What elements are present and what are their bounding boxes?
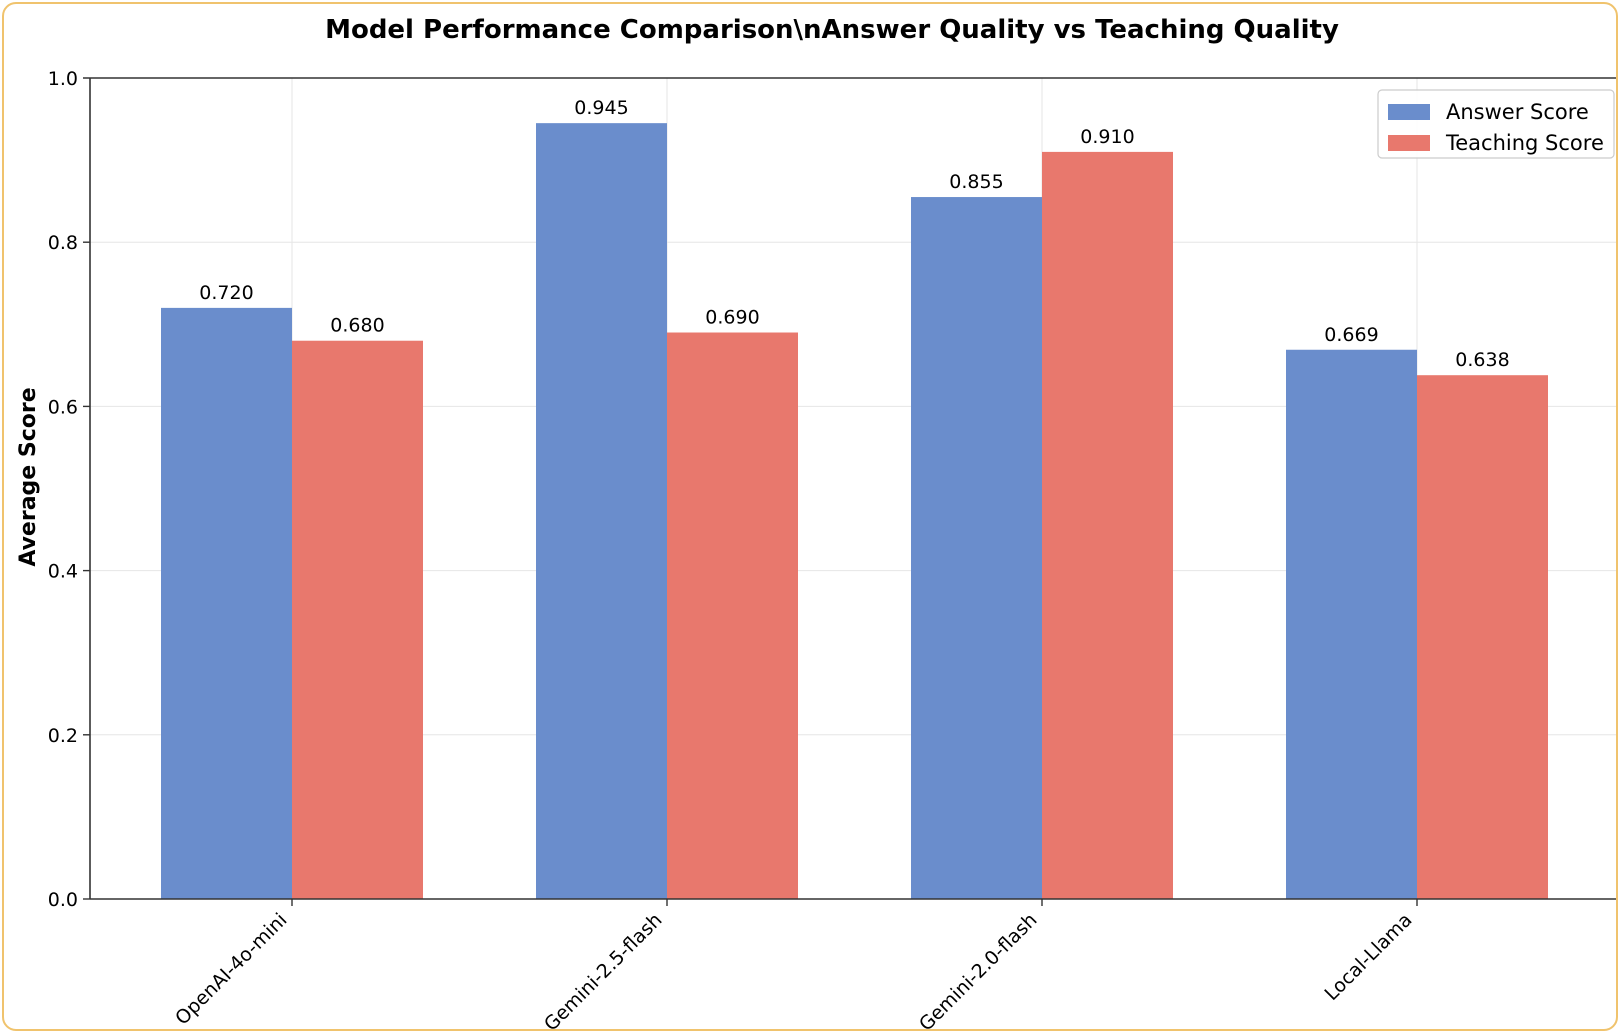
y-tick-label: 0.8 [48, 232, 78, 254]
bar-value-label: 0.690 [705, 307, 759, 329]
y-tick-label: 0.6 [48, 396, 78, 418]
legend: Answer Score Teaching Score [1377, 89, 1615, 159]
y-tick-label: 0.2 [48, 725, 78, 747]
bar-teaching-score [1417, 375, 1548, 899]
y-tick-label: 0.0 [48, 889, 78, 911]
bar-teaching-score [292, 340, 423, 900]
x-tick-label: OpenAI-4o-mini [171, 909, 291, 1029]
bar-value-label: 0.638 [1455, 349, 1509, 371]
bars [161, 123, 1548, 900]
x-tick-label: Gemini-2.5-flash [540, 909, 667, 1029]
legend-box [1377, 89, 1615, 159]
x-tick-label: Gemini-2.0-flash [915, 909, 1042, 1029]
x-tick-label: Local-Llama [1321, 909, 1417, 1005]
chart-title: Model Performance Comparison\nAnswer Qua… [325, 15, 1339, 45]
y-tick-label: 0.4 [48, 561, 78, 583]
y-axis-label: Average Score [16, 387, 41, 566]
bar-chart: 0.0 0.2 0.4 0.6 0.8 1.0 OpenAI-4o-mini Gemini-2… [16, 15, 1616, 1029]
data-labels: 0.720 0.945 0.855 0.669 0.680 0.690 0.910 0.638 [199, 97, 1509, 371]
bar-value-label: 0.720 [199, 282, 253, 304]
bar-teaching-score [667, 332, 798, 899]
bar-answer-score [161, 307, 292, 899]
y-tick-label: 1.0 [48, 68, 78, 90]
bar-value-label: 0.855 [949, 171, 1003, 193]
bar-answer-score [911, 197, 1042, 900]
legend-label: Teaching Score [1445, 131, 1604, 155]
bar-value-label: 0.945 [574, 97, 628, 119]
legend-swatch [1388, 135, 1430, 151]
bar-value-label: 0.669 [1324, 324, 1378, 346]
bar-value-label: 0.910 [1080, 126, 1134, 148]
bar-answer-score [1286, 349, 1417, 900]
legend-label: Answer Score [1446, 100, 1589, 124]
bar-value-label: 0.680 [330, 315, 384, 337]
bar-answer-score [536, 123, 667, 899]
legend-swatch [1388, 104, 1430, 120]
bar-teaching-score [1042, 151, 1173, 899]
